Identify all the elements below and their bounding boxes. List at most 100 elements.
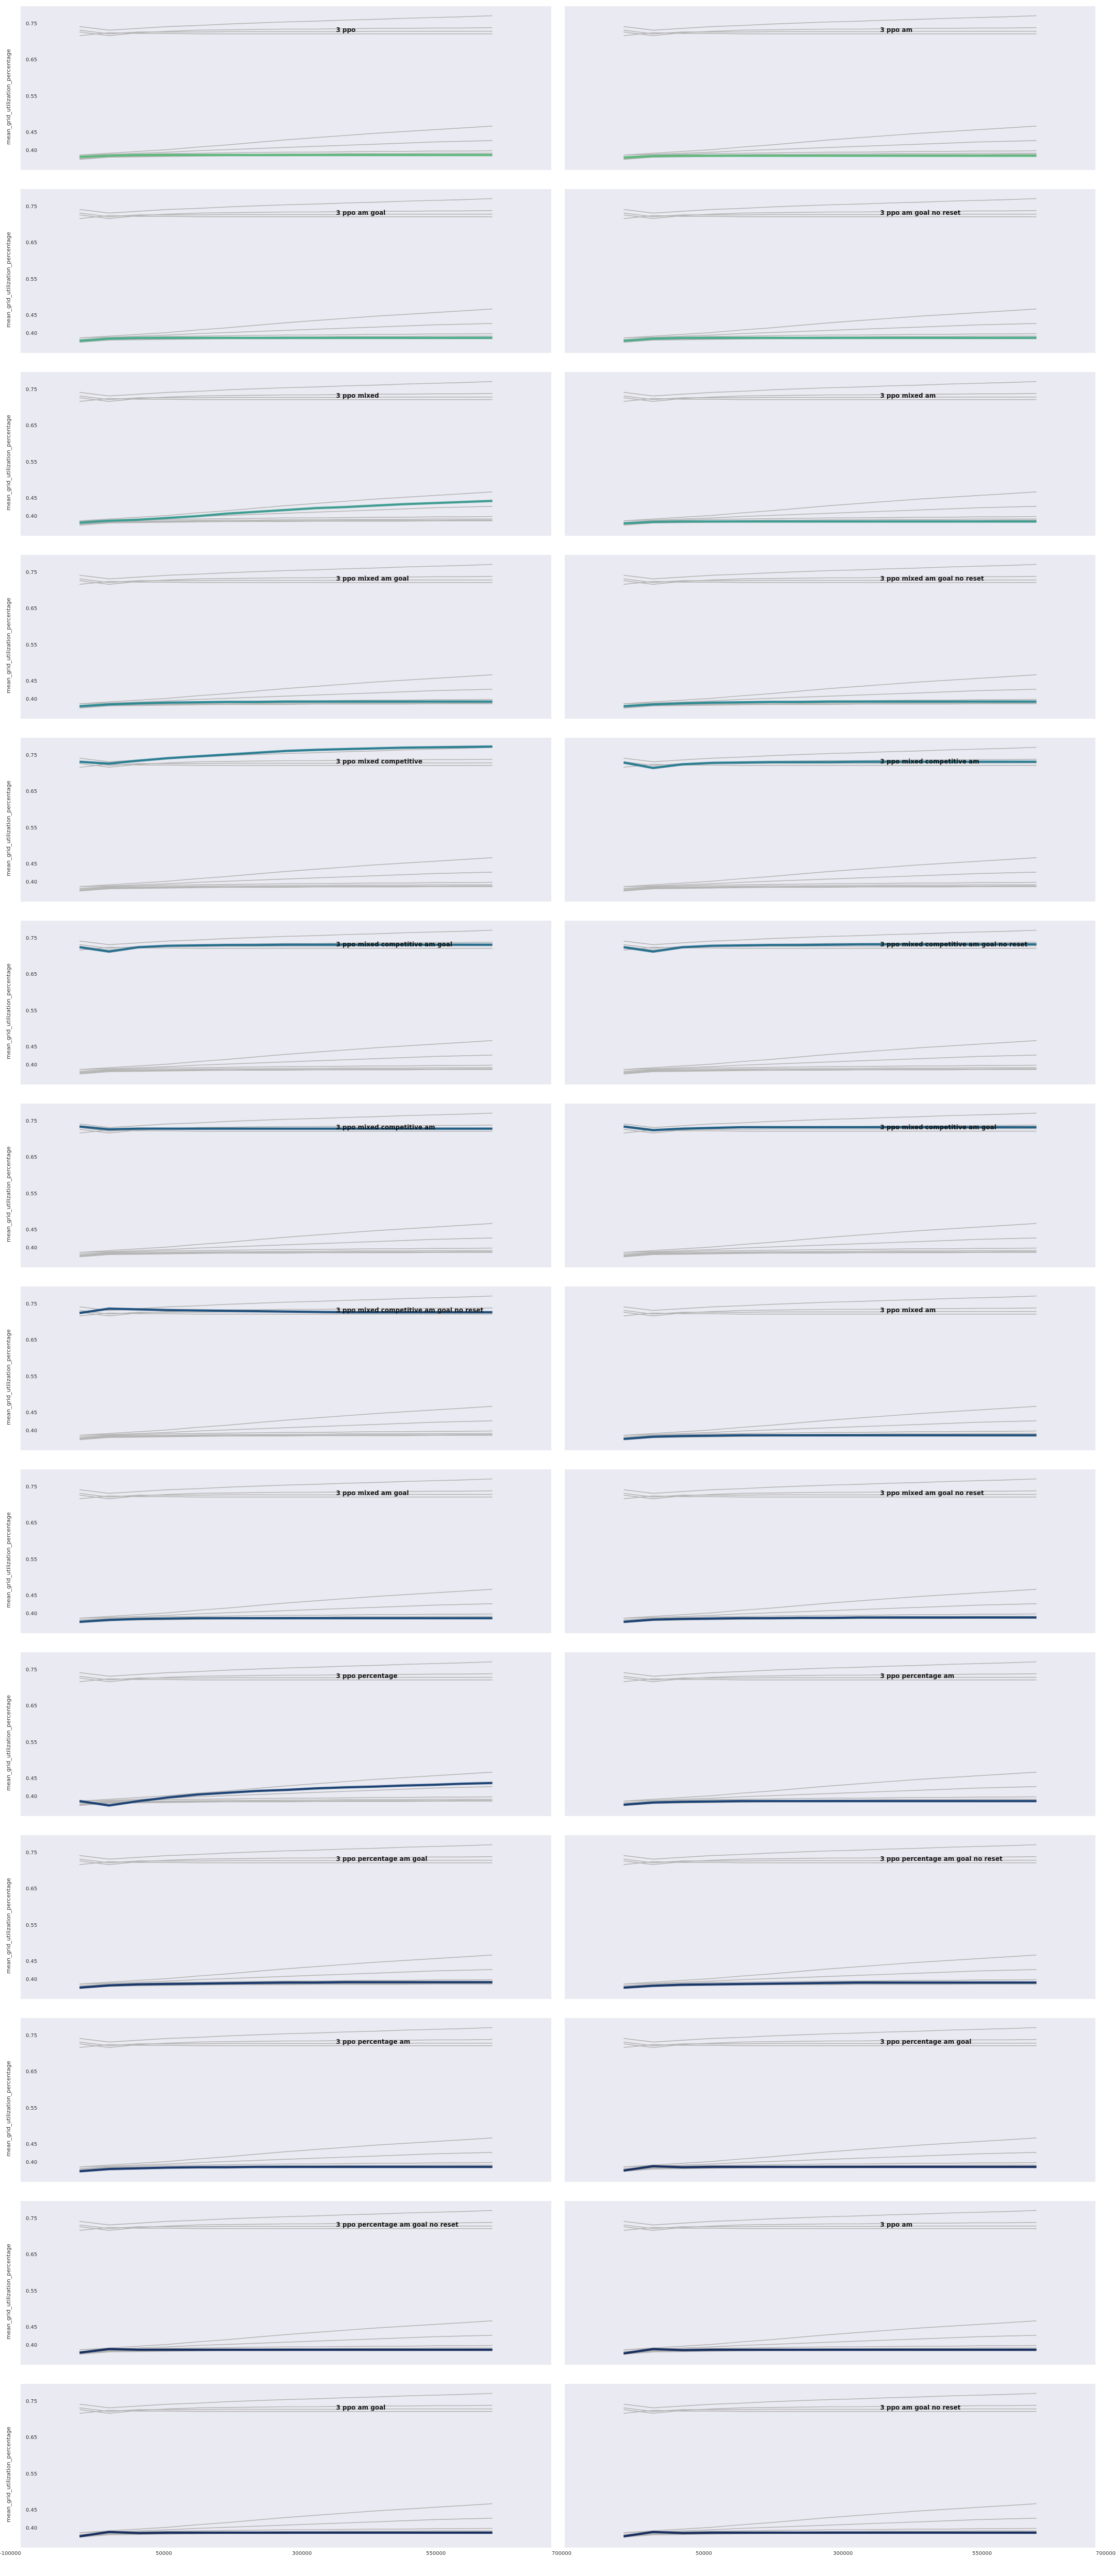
facet-panel: 3 ppo am (565, 6, 1095, 170)
background-series-line (79, 929, 493, 945)
facet-panel: 3 ppo mixed am goal (21, 555, 551, 719)
background-series-line (79, 1223, 493, 1253)
background-series-line (623, 1495, 1037, 1499)
background-series-line (79, 398, 493, 402)
background-series-line (79, 2162, 493, 2170)
facet-plot (79, 2210, 493, 2355)
background-series-line (623, 885, 1037, 891)
background-series-line (79, 2210, 493, 2226)
background-series-line (79, 1435, 493, 1440)
background-series-line (79, 15, 493, 31)
background-series-line (79, 946, 493, 951)
background-series-line (623, 1251, 1037, 1257)
background-series-line (623, 674, 1037, 704)
background-series-line (79, 761, 493, 766)
background-series-line (623, 1675, 1037, 1681)
background-series-line (623, 884, 1037, 890)
facet-plot (79, 1112, 493, 1258)
background-series-line (623, 323, 1037, 338)
background-series-line (623, 578, 1037, 583)
background-series-line (623, 929, 1037, 945)
background-series-line (623, 702, 1037, 708)
background-series-line (79, 702, 493, 708)
facet-panel: 3 ppo percentage (21, 1652, 551, 1816)
background-series-line (623, 2137, 1037, 2167)
panel-title: 3 ppo am goal no reset (880, 2403, 961, 2411)
y-axis-label: mean_grid_utilization_percentage (5, 2244, 12, 2340)
panel-title: 3 ppo percentage am (880, 1672, 955, 1680)
background-series-line (623, 1405, 1037, 1436)
panel-title: 3 ppo mixed competitive am goal (880, 1123, 996, 1131)
background-series-line (623, 308, 1037, 338)
facet-plot (623, 1478, 1037, 1623)
background-series-line (623, 381, 1037, 397)
highlight-series-line (623, 700, 1037, 707)
background-series-line (79, 564, 493, 580)
highlight-series-line (79, 1981, 493, 1989)
background-series-line (79, 1844, 493, 1860)
background-series-line (79, 1969, 493, 1985)
background-series-line (79, 1984, 493, 1989)
background-series-line (79, 764, 493, 768)
facet-panel: 3 ppo mixed competitive (21, 738, 551, 902)
highlight-series-band (623, 2530, 1037, 2538)
background-series-line (79, 2041, 493, 2046)
panel-title: 3 ppo percentage am goal (336, 1855, 428, 1862)
highlight-series-line (79, 2531, 493, 2537)
highlight-series-line (623, 760, 1037, 769)
facet-plot (79, 1295, 493, 1440)
background-series-line (623, 506, 1037, 521)
background-series-line (79, 882, 493, 889)
panel-title: 3 ppo mixed am goal (336, 1489, 409, 1497)
highlight-series-band (79, 2530, 493, 2538)
y-axis-label: mean_grid_utilization_percentage (5, 1695, 12, 1791)
background-series-line (79, 1858, 493, 1863)
background-series-line (623, 2410, 1037, 2414)
background-series-line (623, 703, 1037, 709)
background-series-line (623, 2210, 1037, 2226)
background-series-line (623, 212, 1037, 217)
background-series-line (79, 1040, 493, 1070)
highlight-series-line (623, 2348, 1037, 2354)
background-series-line (623, 872, 1037, 887)
background-series-line (79, 2224, 493, 2229)
panel-title: 3 ppo mixed competitive am goal no reset (880, 940, 1028, 948)
facet-plot (623, 15, 1037, 160)
background-series-line (79, 703, 493, 709)
y-axis-label: mean_grid_utilization_percentage (5, 598, 12, 693)
highlight-series-line (623, 336, 1037, 342)
background-series-line (79, 2027, 493, 2043)
background-series-line (623, 516, 1037, 523)
background-series-line (623, 1796, 1037, 1804)
background-series-line (623, 2335, 1037, 2350)
highlight-series-line (79, 154, 493, 158)
background-series-line (79, 1675, 493, 1681)
background-series-line (79, 1129, 493, 1133)
facet-plot (79, 745, 493, 892)
background-series-line (623, 198, 1037, 214)
highlight-series-line (623, 1981, 1037, 1989)
panel-title: 3 ppo percentage am goal (880, 2038, 972, 2045)
background-series-line (623, 2027, 1037, 2043)
background-series-line (79, 1252, 493, 1258)
background-series-line (623, 1969, 1037, 1985)
background-series-line (79, 2410, 493, 2414)
background-series-line (623, 946, 1037, 951)
highlight-series-line (623, 1434, 1037, 1440)
background-series-line (79, 578, 493, 583)
background-series-line (623, 1247, 1037, 1255)
facet-panel: 3 ppo mixed competitive am goal (565, 1104, 1095, 1267)
background-series-line (623, 2224, 1037, 2229)
background-series-line (79, 1478, 493, 1494)
y-axis-label: mean_grid_utilization_percentage (5, 2061, 12, 2157)
panel-title: 3 ppo mixed competitive am goal no reset (336, 1306, 484, 1314)
background-series-line (79, 1068, 493, 1074)
background-series-line (623, 1861, 1037, 1865)
background-series-line (623, 1678, 1037, 1682)
background-series-line (623, 2044, 1037, 2048)
highlight-series-line (623, 2165, 1037, 2172)
background-series-line (79, 872, 493, 887)
background-series-line (623, 140, 1037, 156)
background-series-line (623, 1979, 1037, 1987)
